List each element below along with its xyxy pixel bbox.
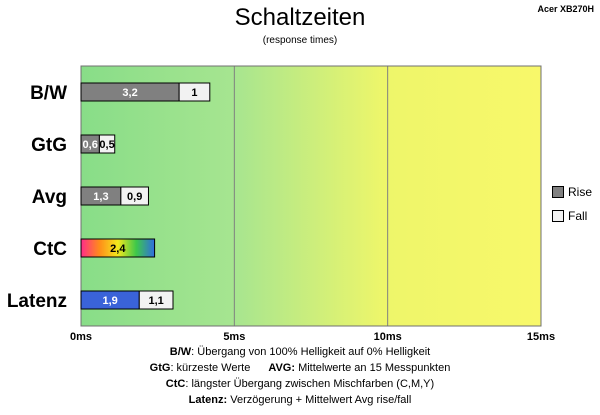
bar-fall-latenz — [138, 290, 174, 310]
label-fall-avg: 0,9 — [127, 191, 142, 203]
legend-label-rise: Rise — [568, 185, 593, 199]
plot-area — [81, 66, 541, 326]
legend-label-fall: Fall — [568, 209, 588, 223]
legend-swatch-rise — [552, 186, 564, 198]
label-fall-gtg: 0,5 — [99, 139, 114, 151]
category-label-latenz: Latenz — [7, 291, 67, 312]
label-rise-avg: 1,3 — [93, 191, 108, 203]
bar-rise-ctc — [80, 238, 156, 258]
plot-background — [81, 66, 541, 326]
legend-item-rise: Rise — [552, 180, 592, 204]
category-label-avg: Avg — [32, 187, 67, 208]
x-tick-10: 10ms — [374, 331, 402, 343]
footnotes: B/W: Übergang von 100% Helligkeit auf 0%… — [0, 344, 600, 408]
footnote-bw: B/W: Übergang von 100% Helligkeit auf 0%… — [0, 344, 600, 360]
label-rise-ctc: 2,4 — [110, 243, 126, 255]
footnote-key-gtg: GtG — [149, 362, 171, 374]
footnote-latenz: Latenz: Verzögerung + Mittelwert Avg ris… — [0, 392, 600, 408]
response-time-chart: 3,2 1 0,6 0,5 1,3 0,9 2,4 1,9 1,1 B/W GtG Avg CtC La… — [7, 65, 555, 343]
footnote-gtg-avg: GtG: kürzeste Werte AVG: Mittelwerte an 1… — [0, 360, 600, 376]
legend-swatch-fall — [552, 210, 564, 222]
monitor-model-label: Acer XB270H — [537, 4, 594, 14]
footnote-text-avg: Mittelwerte an 15 Messpunkten — [295, 362, 451, 374]
x-tick-5: 5ms — [223, 331, 245, 343]
chart-title: Schaltzeiten — [234, 4, 366, 31]
category-label-gtg: GtG — [31, 135, 67, 156]
legend-item-fall: Fall — [552, 204, 592, 228]
bars: 3,2 1 0,6 0,5 1,3 0,9 2,4 1,9 1,1 — [80, 82, 211, 310]
footnote-ctc: CtC: längster Übergang zwischen Mischfar… — [0, 376, 600, 392]
label-fall-bw: 1 — [191, 87, 197, 99]
legend: Rise Fall — [552, 180, 592, 228]
label-fall-latenz: 1,1 — [148, 295, 163, 307]
label-rise-latenz: 1,9 — [102, 295, 117, 307]
bar-fall-bw — [178, 82, 211, 102]
x-tick-0: 0ms — [70, 331, 92, 343]
category-labels: B/W GtG Avg CtC Latenz — [7, 83, 67, 312]
category-label-bw: B/W — [30, 83, 67, 104]
label-rise-gtg: 0,6 — [83, 139, 98, 151]
category-label-ctc: CtC — [33, 239, 67, 260]
bar-fall-avg — [120, 186, 149, 206]
footnote-key-latenz: Latenz: — [188, 394, 228, 406]
footnote-key-bw: B/W — [169, 346, 192, 358]
bar-fall-gtg — [98, 134, 116, 154]
x-tick-15: 15ms — [527, 331, 555, 343]
footnote-text-ctc: : längster Übergang zwischen Mischfarben… — [185, 378, 435, 390]
footnote-key-ctc: CtC — [165, 378, 186, 390]
x-tick-labels: 0ms 5ms 10ms 15ms — [70, 331, 555, 343]
label-rise-bw: 3,2 — [122, 87, 137, 99]
footnote-text-latenz: Verzögerung + Mittelwert Avg rise/fall — [227, 394, 412, 406]
chart-subtitle: (response times) — [262, 35, 338, 46]
footnote-text-bw: : Übergang von 100% Helligkeit auf 0% He… — [191, 346, 431, 358]
footnote-text-gtg: : kürzeste Werte — [170, 362, 251, 374]
footnote-key-avg: AVG: — [268, 362, 296, 374]
